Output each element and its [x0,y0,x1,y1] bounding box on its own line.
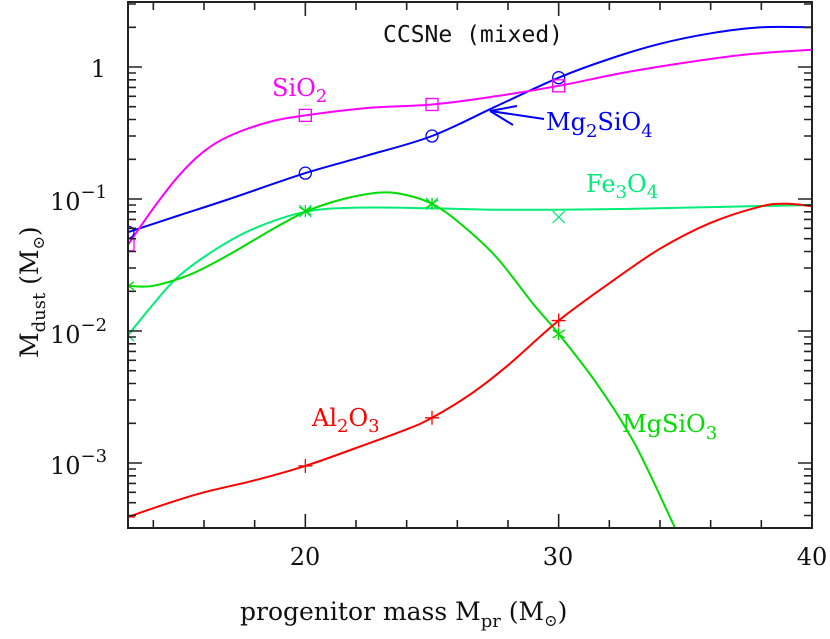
plus-marker-icon [425,410,439,425]
circle-marker-icon [298,166,312,180]
cross-marker-icon [552,210,566,224]
curve-fe3o4 [128,204,812,336]
label-text: Fe [586,170,616,198]
label-text: O [348,404,368,432]
x-tick-label: 30 [543,543,574,571]
label-subscript: 2 [337,416,348,437]
y-tick-label: 10−1 [50,182,107,216]
tick-marks [128,2,813,528]
x-axis-title: progenitor mass Mpr (M⊙) [240,597,567,632]
asterisk-marker-icon [552,327,566,340]
x-axis-title-sub: pr [481,611,502,632]
label-text: O [627,170,647,198]
series-markers [128,71,566,524]
chart-title: CCSNe (mixed) [383,22,563,48]
asterisk-marker-icon [425,197,439,210]
label-text: SiO [597,108,641,136]
asterisk-marker-icon [298,205,312,218]
label-subscript: 2 [316,86,327,107]
label-subscript: 4 [647,182,658,203]
plot-frame [127,1,813,529]
series-label-mgsio3: MgSiO3 [622,410,717,444]
series-label-sio2: SiO2 [272,74,327,107]
plus-marker-icon [128,509,135,524]
x-axis-title-main: progenitor mass M [240,597,481,626]
square-marker-icon [298,108,312,123]
circle-marker-icon [425,129,439,143]
label-subscript: 2 [586,121,597,142]
y-tick-label: 1 [91,55,106,83]
series-curves [128,25,812,528]
square-marker-icon [425,97,439,112]
y-axis-title-sub: dust [29,292,50,332]
y-tick-label: 10−2 [50,315,107,349]
circle-marker-icon [128,225,135,239]
plus-marker-icon [298,458,313,473]
y-tick-exponent: −1 [81,182,108,203]
sun-symbol-icon: ⊙ [544,611,557,630]
series-label-mg2sio4: Mg2SiO4 [546,108,653,142]
plus-marker-icon [551,313,566,328]
sun-symbol-icon: ⊙ [29,236,48,249]
arrow-icon [489,105,545,126]
square-marker-icon [128,238,135,252]
label-text: SiO [272,74,316,102]
circle-marker-icon [552,71,566,85]
label-subscript: 3 [706,423,717,444]
asterisk-marker-icon [128,279,135,292]
square-marker-icon [552,79,566,93]
y-tick-base: 10 [50,321,81,349]
label-subscript: 4 [641,121,652,142]
y-tick-exponent: −3 [81,446,108,467]
label-text: MgSiO [622,410,706,438]
label-text: Al [311,404,337,432]
axis-ticks [128,2,813,528]
curve-sio2 [128,48,812,246]
y-tick-base: 10 [50,188,81,216]
curve-mgsio3 [128,191,677,528]
x-axis-title-unit: (M [501,597,544,626]
x-axis-title-close: ) [558,597,568,626]
series-label-fe3o4: Fe3O4 [586,170,658,203]
y-tick-base: 10 [50,452,81,480]
y-axis-title-unit: (M [15,249,44,292]
label-subscript: 3 [616,182,627,203]
y-axis-title-close: ) [15,226,44,236]
x-tick-label: 40 [797,543,828,571]
x-tick-label: 20 [290,543,321,571]
curve-al2o3 [128,202,812,518]
y-axis-title-main: M [15,332,44,358]
y-axis-title: Mdust (M⊙) [15,226,50,358]
y-tick-label: 10−3 [50,446,107,480]
label-subscript: 3 [368,416,379,437]
series-label-al2o3: Al2O3 [311,404,380,437]
label-text: Mg [546,108,586,136]
curve-mg2sio4 [128,25,812,234]
y-tick-exponent: −2 [81,315,108,336]
